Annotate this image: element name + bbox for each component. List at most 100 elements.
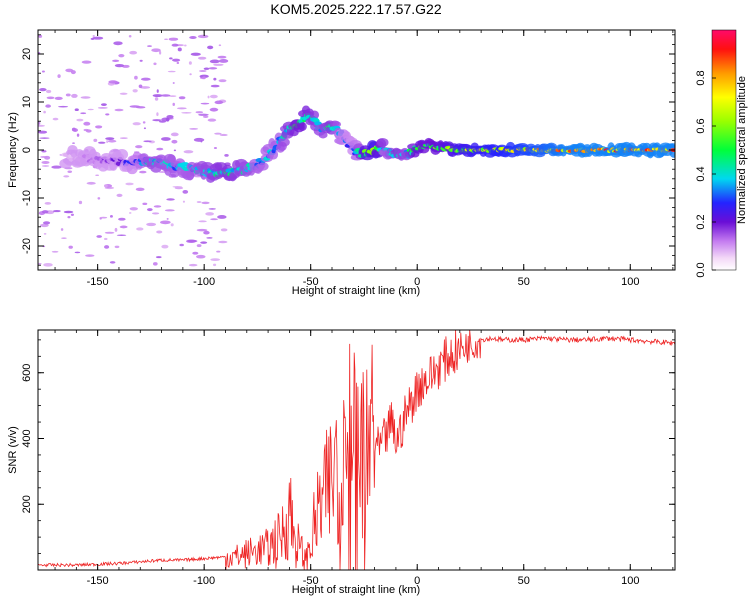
spectrogram-speckle — [212, 263, 217, 267]
spectrogram-speckle — [119, 137, 128, 139]
spectrogram-ridge-core — [314, 121, 322, 126]
spectrogram-speckle — [201, 201, 210, 205]
spectrogram-speckle — [43, 221, 51, 225]
spectrogram-speckle — [210, 218, 218, 221]
spectrogram-ridge-halo — [277, 137, 290, 147]
spectrogram-speckle — [220, 228, 228, 232]
spectrogram-speckle — [67, 170, 73, 173]
spectrogram-speckle — [38, 262, 42, 265]
spectrogram-speckle — [167, 70, 176, 73]
spectrogram-speckle — [170, 132, 179, 137]
spectrogram-speckle — [38, 34, 43, 38]
spectrogram-speckle — [146, 222, 157, 227]
spectrogram-speckle — [107, 139, 117, 143]
spectrogram-speckle — [97, 197, 101, 200]
spectrogram-speckle — [39, 87, 47, 92]
spectrogram-speckle — [72, 142, 75, 144]
x-tick-label: -50 — [303, 575, 319, 587]
spectrogram-speckle — [86, 181, 96, 185]
spectrogram-speckle — [187, 239, 198, 243]
spectrogram-speckle — [87, 108, 94, 111]
spectrogram-speckle — [171, 43, 179, 47]
snr-ticks: -150 -100 -50 0 50 100 200 400 600 — [21, 330, 675, 587]
spectrogram-speckle — [128, 34, 132, 38]
spectrogram-speckle — [44, 155, 51, 160]
spectrogram-speckle — [63, 210, 74, 214]
spectrogram-speckle — [43, 110, 46, 114]
spectrogram-speckle — [196, 228, 208, 232]
x-tick-label: -50 — [303, 276, 319, 288]
spectrogram-speckle — [209, 107, 219, 112]
spectrogram-speckle — [197, 56, 207, 60]
spectrogram-speckle — [208, 208, 216, 210]
spectrogram-speckle — [147, 45, 152, 47]
spectrogram-speckle — [83, 121, 91, 126]
spectrogram-ridge-halo — [269, 149, 279, 160]
spectrogram-speckle — [112, 59, 120, 63]
spectrogram-speckle — [176, 61, 180, 65]
spectrogram-speckle — [152, 94, 163, 98]
spectrogram-speckle — [203, 230, 210, 235]
spectrogram-speckle — [38, 130, 48, 134]
spectrogram-speckle — [196, 244, 202, 248]
spectrogram-speckle — [74, 108, 79, 112]
y-tick-label: 20 — [21, 48, 33, 60]
spectrogram-speckle — [216, 250, 221, 253]
x-tick-label: -100 — [193, 575, 215, 587]
spectrogram-speckle — [85, 129, 92, 133]
spectrogram-speckle — [129, 50, 138, 55]
spectrogram-speckle — [132, 122, 141, 126]
spectrogram-speckle — [140, 77, 151, 81]
snr-series-line — [38, 330, 675, 570]
spectrogram-ridge-halo — [309, 110, 320, 120]
spectrogram-speckle — [199, 70, 207, 72]
spectrogram-ridge-halo — [298, 122, 307, 131]
spectrogram-speckle — [213, 63, 224, 66]
spectrogram-speckle — [104, 184, 108, 188]
spectrogram-speckle — [39, 137, 50, 139]
spectrogram-speckle — [39, 223, 49, 228]
spectrogram-speckle — [152, 262, 158, 266]
spectrogram-speckle — [132, 89, 138, 93]
spectrogram-ridge-halo — [115, 148, 129, 160]
spectrogram-speckle — [118, 54, 125, 58]
spectrogram-speckle — [38, 124, 46, 127]
spectrogram-speckle — [192, 251, 199, 255]
spectrogram-speckle — [63, 175, 70, 178]
spectrogram-speckle — [52, 209, 61, 213]
spectrogram-marks — [38, 34, 675, 267]
spectrogram-speckle — [202, 115, 209, 118]
spectrogram-speckle — [153, 205, 162, 208]
spectrogram-speckle — [101, 103, 107, 106]
x-tick-label: 100 — [621, 276, 639, 288]
y-tick-label: 200 — [21, 495, 33, 513]
spectrogram-speckle — [128, 212, 132, 214]
spectrogram-speckle — [183, 150, 194, 154]
spectrogram-speckle — [173, 149, 177, 152]
colorbar-tick-label: 0.6 — [695, 118, 707, 133]
spectrogram-ylabel: Frequency (Hz) — [7, 112, 19, 188]
spectrogram-speckle — [109, 261, 116, 264]
spectrogram-speckle — [196, 254, 206, 259]
spectrogram-ridge-halo — [376, 138, 389, 147]
spectrogram-speckle — [152, 119, 162, 122]
spectrogram-speckle — [76, 118, 84, 122]
spectrogram-speckle — [213, 146, 218, 150]
spectrogram-speckle — [189, 73, 192, 76]
spectrogram-speckle — [189, 36, 197, 39]
spectrogram-speckle — [203, 67, 210, 70]
spectrogram-speckle — [181, 111, 192, 114]
spectrogram-speckle — [219, 133, 228, 137]
spectrogram-ridge-halo — [258, 162, 269, 171]
spectrogram-speckle — [179, 243, 184, 247]
colorbar-tick-label: 0.2 — [695, 214, 707, 229]
spectrogram-speckle — [45, 89, 52, 94]
spectrogram-speckle — [60, 228, 64, 231]
x-tick-label: 50 — [518, 276, 530, 288]
spectrogram-speckle — [218, 79, 227, 83]
spectrogram-speckle — [143, 127, 146, 130]
spectrogram-speckle — [41, 210, 49, 214]
snr-panel: -150 -100 -50 0 50 100 200 400 600 Height of str… — [7, 329, 676, 596]
spectrogram-speckle — [151, 48, 161, 53]
spectrogram-speckle — [172, 186, 183, 188]
